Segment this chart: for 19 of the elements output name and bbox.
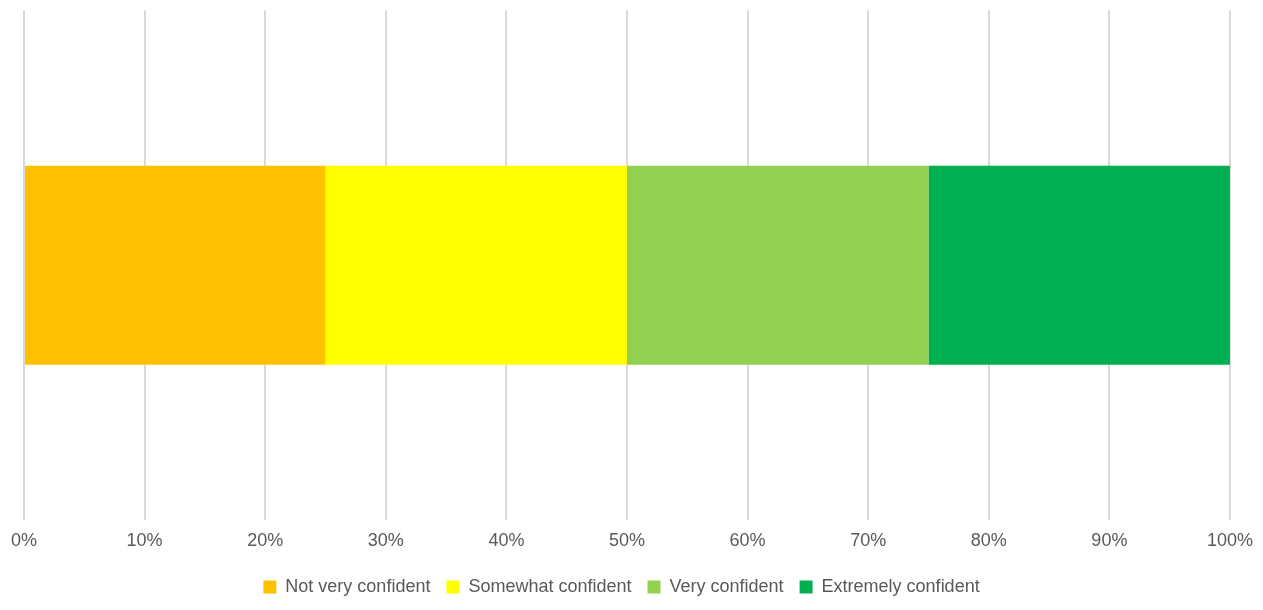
x-tick-label: 50% bbox=[608, 530, 646, 551]
legend-label: Not very confident bbox=[285, 575, 431, 596]
x-tick-label: 0% bbox=[10, 530, 38, 551]
x-tick-label: 80% bbox=[970, 530, 1007, 551]
legend-label: Very confident bbox=[669, 575, 784, 596]
bar bbox=[928, 165, 1230, 365]
x-tick-label: 40% bbox=[488, 530, 525, 551]
x-tick-label: 10% bbox=[126, 530, 163, 551]
bar bbox=[325, 165, 627, 365]
x-tick-label: 20% bbox=[247, 530, 284, 551]
bar bbox=[626, 165, 929, 365]
x-tick-label: 30% bbox=[367, 530, 404, 551]
legend-label: Somewhat confident bbox=[468, 575, 632, 596]
x-tick-label: 60% bbox=[729, 530, 766, 551]
bar bbox=[25, 165, 326, 365]
x-tick-label: 90% bbox=[1091, 530, 1128, 551]
legend-label: Extremely confident bbox=[821, 575, 980, 596]
x-tick-label: 70% bbox=[850, 530, 887, 551]
x-tick-label: 100% bbox=[1206, 530, 1253, 551]
